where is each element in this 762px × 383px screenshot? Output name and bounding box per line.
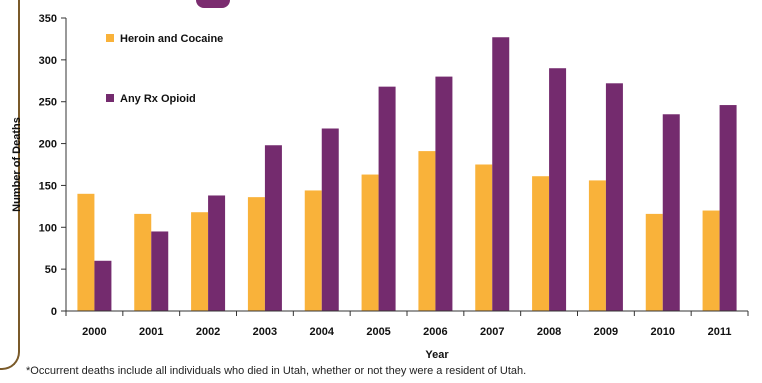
bar-rx-opioid-2007: [492, 37, 510, 312]
x-tick-label: 2003: [253, 326, 277, 338]
bar-heroin-cocaine-2000: [77, 193, 95, 311]
bar-rx-opioid-2001: [151, 231, 169, 311]
bar-rx-opioid-2000: [94, 260, 112, 311]
bar-heroin-cocaine-2001: [134, 213, 152, 311]
x-tick-label: 2007: [480, 326, 504, 338]
x-tick-label: 2008: [537, 326, 561, 338]
x-tick-label: 2000: [82, 326, 106, 338]
x-tick-label: 2010: [651, 326, 675, 338]
legend-swatch: [106, 34, 114, 42]
x-tick-label: 2005: [366, 326, 390, 338]
bar-heroin-cocaine-2007: [475, 164, 493, 311]
bar-heroin-cocaine-2010: [645, 213, 663, 311]
y-tick-label: 350: [39, 13, 57, 25]
legend: Heroin and Cocaine Any Rx Opioid: [106, 33, 223, 105]
bar-rx-opioid-2006: [435, 76, 453, 311]
y-tick-label: 300: [39, 55, 57, 67]
bar-heroin-cocaine-2006: [418, 151, 436, 311]
y-tick-label: 50: [45, 264, 57, 276]
legend-label: Any Rx Opioid: [120, 93, 196, 105]
y-axis-title: Number of Deaths: [11, 117, 23, 212]
decorative-accent: [196, 0, 230, 8]
x-tick-label: 2011: [708, 326, 732, 338]
bar-heroin-cocaine-2009: [588, 180, 606, 311]
y-tick-label: 200: [39, 139, 57, 151]
legend-swatch: [106, 94, 114, 102]
bar-heroin-cocaine-2005: [361, 174, 379, 311]
bar-rx-opioid-2008: [549, 68, 567, 311]
y-tick-label: 250: [39, 97, 57, 109]
bar-rx-opioid-2005: [378, 86, 396, 311]
x-axis-title: Year: [425, 349, 449, 361]
bar-rx-opioid-2002: [208, 195, 226, 311]
bar-rx-opioid-2003: [264, 145, 282, 311]
bars: [77, 37, 737, 312]
bar-rx-opioid-2009: [605, 83, 623, 311]
bar-heroin-cocaine-2004: [304, 190, 322, 311]
y-axis: 0 50 100 150 200 250 300 350: [39, 13, 67, 318]
bar-heroin-cocaine-2002: [191, 212, 209, 311]
x-tick-label: 2006: [423, 326, 447, 338]
footnote: *Occurrent deaths include all individual…: [26, 365, 527, 377]
bar-rx-opioid-2011: [719, 105, 737, 311]
x-tick-label: 2004: [310, 326, 335, 338]
y-tick-label: 100: [39, 222, 57, 234]
y-tick-label: 0: [51, 306, 57, 318]
x-tick-label: 2001: [139, 326, 163, 338]
legend-label: Heroin and Cocaine: [120, 33, 223, 45]
y-tick-label: 150: [39, 180, 57, 192]
x-tick-label: 2009: [594, 326, 618, 338]
bar-heroin-cocaine-2003: [247, 197, 265, 311]
bar-heroin-cocaine-2008: [532, 176, 550, 311]
x-axis: 2000 2001 2002 2003 2004 2005 2006 2007 2008 2009…: [65, 310, 749, 338]
bar-rx-opioid-2004: [321, 128, 339, 311]
x-tick-label: 2002: [196, 326, 220, 338]
bar-chart: Number of Deaths Year 0 50 100 150 200 250 300…: [11, 13, 749, 361]
bar-rx-opioid-2010: [662, 114, 680, 312]
bar-heroin-cocaine-2011: [702, 210, 720, 311]
